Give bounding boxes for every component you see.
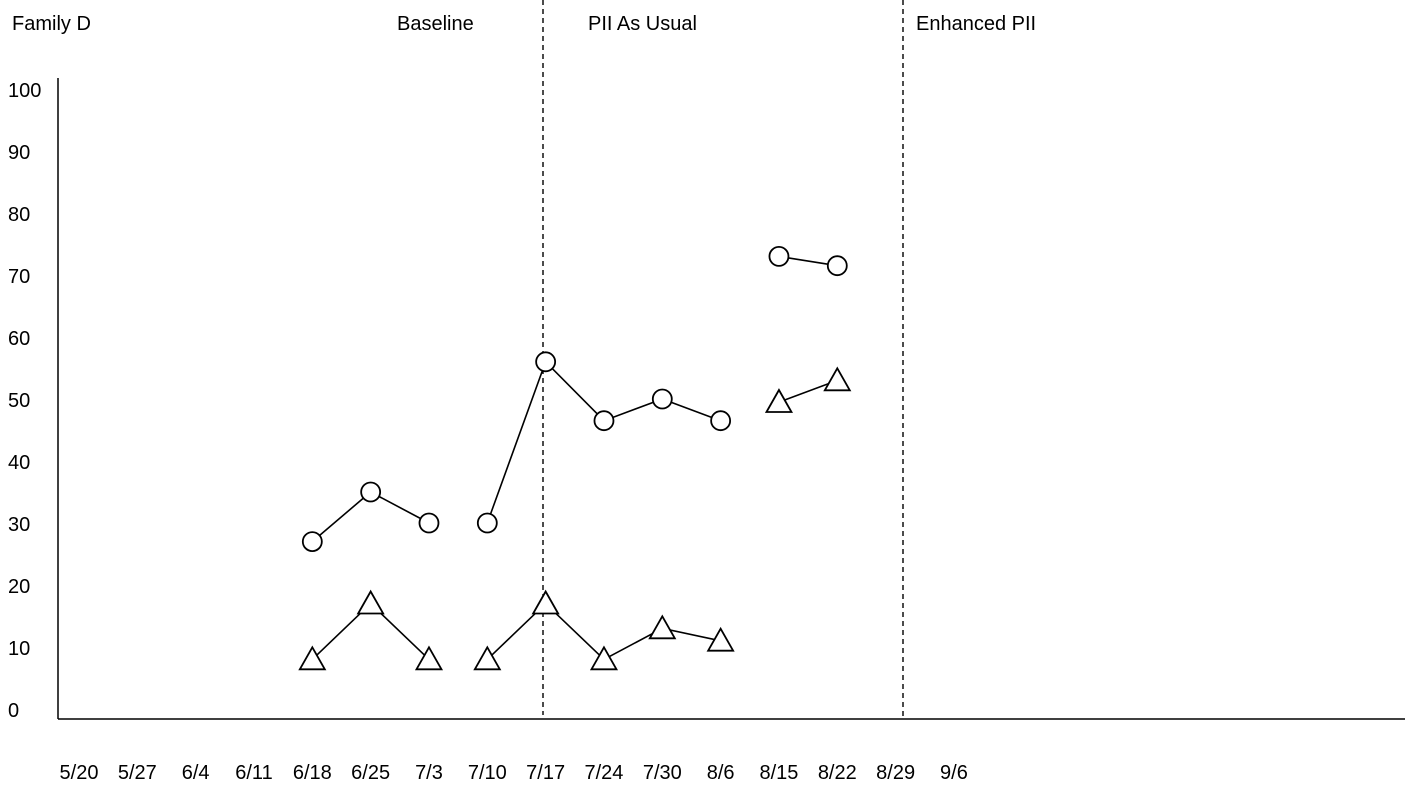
x-tick-label-6-25: 6/25 xyxy=(351,762,390,784)
series-triangle-point-7-17 xyxy=(531,589,560,615)
x-tick-label-7-24: 7/24 xyxy=(585,762,624,784)
x-tick-label-8-15: 8/15 xyxy=(759,762,798,784)
y-tick-label-10: 10 xyxy=(8,638,30,660)
y-tick-label-90: 90 xyxy=(8,142,30,164)
y-tick-label-30: 30 xyxy=(8,514,30,536)
x-tick-label-9-6: 9/6 xyxy=(940,762,968,784)
y-tick-label-70: 70 xyxy=(8,266,30,288)
y-tick-label-100: 100 xyxy=(8,80,41,102)
phase-label-enhanced-pii: Enhanced PII xyxy=(916,13,1036,35)
x-tick-label-7-17: 7/17 xyxy=(526,762,565,784)
series-triangle-point-6-25 xyxy=(356,589,385,615)
x-tick-label-6-4: 6/4 xyxy=(182,762,210,784)
x-tick-label-5-20: 5/20 xyxy=(60,762,99,784)
series-circle-point-6-18 xyxy=(301,531,323,552)
x-tick-label-8-29: 8/29 xyxy=(876,762,915,784)
series-triangle-point-7-10 xyxy=(473,645,502,671)
x-tick-label-8-6: 8/6 xyxy=(707,762,735,784)
x-tick-labels: 5/20 5/27 6/4 6/11 6/18 6/25 7/3 7/10 7/17 7/24 7/… xyxy=(60,762,968,784)
series-circle-point-7-10 xyxy=(476,512,498,534)
series-circle-line-2 xyxy=(486,360,721,524)
series-triangle-point-7-3 xyxy=(414,645,444,671)
x-tick-label-7-3: 7/3 xyxy=(415,762,443,784)
y-tick-label-80: 80 xyxy=(8,204,30,226)
series-triangle-point-8-22 xyxy=(823,366,852,392)
chart-title: Family D xyxy=(12,13,91,35)
series-circle-point-8-22 xyxy=(826,255,848,277)
series-triangle-point-7-30 xyxy=(648,614,677,640)
y-tick-label-50: 50 xyxy=(8,390,30,412)
series-circle-point-7-30 xyxy=(651,388,673,410)
series-circle-point-7-17 xyxy=(535,351,557,373)
series-triangle-point-8-6 xyxy=(706,626,735,652)
series-circle-point-7-24 xyxy=(593,410,615,432)
phase-label-pii-as-usual: PII As Usual xyxy=(588,13,697,35)
series-circle-point-7-3 xyxy=(418,512,440,534)
series-triangle-point-7-24 xyxy=(589,645,619,671)
y-tick-label-20: 20 xyxy=(8,576,30,598)
x-tick-label-6-18: 6/18 xyxy=(293,762,332,784)
series-circle-point-8-6 xyxy=(710,410,732,432)
x-tick-label-6-11: 6/11 xyxy=(235,762,272,784)
series-triangle-point-8-15 xyxy=(764,388,794,413)
series-triangle-point-6-18 xyxy=(298,645,327,671)
y-tick-label-60: 60 xyxy=(8,328,30,350)
y-tick-label-40: 40 xyxy=(8,452,30,474)
x-tick-label-8-22: 8/22 xyxy=(818,762,857,784)
y-tick-label-0: 0 xyxy=(8,700,19,722)
series-layer xyxy=(298,245,852,671)
x-tick-label-7-10: 7/10 xyxy=(468,762,507,784)
x-tick-label-7-30: 7/30 xyxy=(643,762,682,784)
phase-label-baseline: Baseline xyxy=(397,13,474,35)
x-tick-label-5-27: 5/27 xyxy=(118,762,157,784)
y-tick-labels: 0 10 20 30 40 50 60 70 80 90 100 xyxy=(8,80,41,722)
series-circle-point-6-25 xyxy=(360,481,382,503)
series-circle-point-8-15 xyxy=(768,245,790,267)
